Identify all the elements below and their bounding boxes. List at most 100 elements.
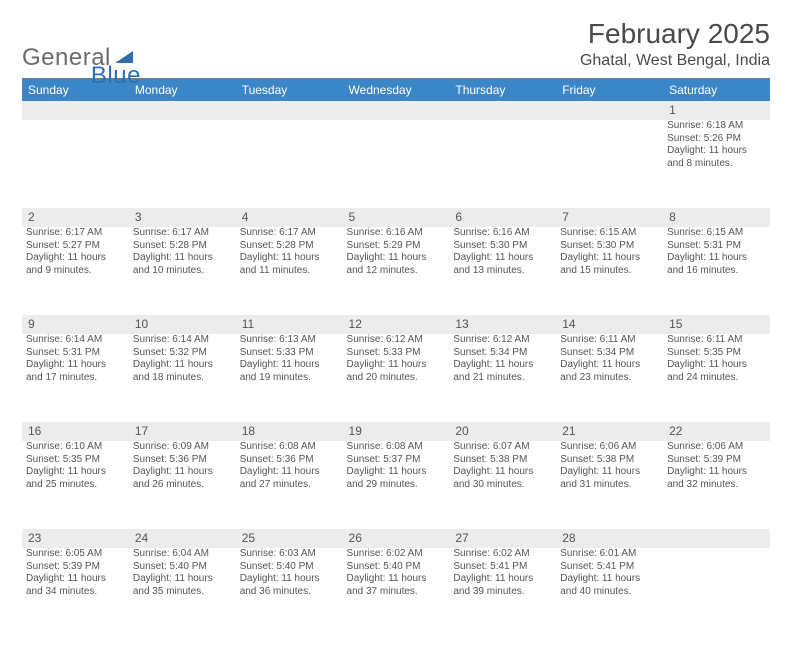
weekday-header: Friday [556, 79, 663, 101]
day-line: and 39 minutes. [453, 586, 552, 599]
day-line: Sunrise: 6:11 AM [560, 334, 659, 347]
day-line: Sunrise: 6:11 AM [667, 334, 766, 347]
day-number-cell: 28 [556, 529, 663, 548]
day-line: Daylight: 11 hours [453, 466, 552, 479]
day-content-cell: Sunrise: 6:15 AMSunset: 5:31 PMDaylight:… [663, 227, 770, 315]
day-line: Sunrise: 6:15 AM [667, 227, 766, 240]
day-line: and 29 minutes. [347, 479, 446, 492]
day-line: and 34 minutes. [26, 586, 125, 599]
day-number-cell: 6 [449, 208, 556, 227]
day-line: Daylight: 11 hours [26, 359, 125, 372]
day-number-cell: 25 [236, 529, 343, 548]
day-content-row: Sunrise: 6:10 AMSunset: 5:35 PMDaylight:… [22, 441, 770, 529]
day-line: and 27 minutes. [240, 479, 339, 492]
day-line: Sunset: 5:28 PM [240, 240, 339, 253]
day-line: and 8 minutes. [667, 158, 766, 171]
day-line: Daylight: 11 hours [240, 252, 339, 265]
day-content-cell: Sunrise: 6:12 AMSunset: 5:34 PMDaylight:… [449, 334, 556, 422]
day-number-cell [22, 101, 129, 120]
day-content-cell: Sunrise: 6:16 AMSunset: 5:29 PMDaylight:… [343, 227, 450, 315]
day-line: Daylight: 11 hours [667, 359, 766, 372]
day-number-cell: 4 [236, 208, 343, 227]
day-number-cell: 17 [129, 422, 236, 441]
day-number-row: 16171819202122 [22, 422, 770, 441]
day-line: Sunrise: 6:17 AM [240, 227, 339, 240]
day-content-cell: Sunrise: 6:05 AMSunset: 5:39 PMDaylight:… [22, 548, 129, 636]
day-line: and 40 minutes. [560, 586, 659, 599]
day-line: Sunrise: 6:08 AM [240, 441, 339, 454]
day-line: Sunset: 5:26 PM [667, 133, 766, 146]
day-line: Sunset: 5:33 PM [240, 347, 339, 360]
day-line: Daylight: 11 hours [347, 359, 446, 372]
day-line: Sunset: 5:35 PM [26, 454, 125, 467]
day-line: and 19 minutes. [240, 372, 339, 385]
day-line: and 35 minutes. [133, 586, 232, 599]
day-content-cell: Sunrise: 6:14 AMSunset: 5:32 PMDaylight:… [129, 334, 236, 422]
day-line: Sunset: 5:38 PM [560, 454, 659, 467]
day-line: and 32 minutes. [667, 479, 766, 492]
day-content-cell: Sunrise: 6:06 AMSunset: 5:39 PMDaylight:… [663, 441, 770, 529]
day-line: Daylight: 11 hours [453, 573, 552, 586]
day-line: Sunset: 5:41 PM [560, 561, 659, 574]
day-line: Daylight: 11 hours [453, 252, 552, 265]
day-line: Sunrise: 6:14 AM [133, 334, 232, 347]
day-number-cell [556, 101, 663, 120]
day-content-cell: Sunrise: 6:10 AMSunset: 5:35 PMDaylight:… [22, 441, 129, 529]
day-line: Sunset: 5:30 PM [453, 240, 552, 253]
day-line: Daylight: 11 hours [133, 359, 232, 372]
day-line: Sunset: 5:34 PM [560, 347, 659, 360]
day-content-cell [663, 548, 770, 636]
day-line: Sunset: 5:31 PM [667, 240, 766, 253]
day-content-cell: Sunrise: 6:01 AMSunset: 5:41 PMDaylight:… [556, 548, 663, 636]
day-number-row: 232425262728 [22, 529, 770, 548]
day-line: and 12 minutes. [347, 265, 446, 278]
day-line: Sunset: 5:37 PM [347, 454, 446, 467]
weekday-header: Tuesday [236, 79, 343, 101]
day-line: Sunset: 5:29 PM [347, 240, 446, 253]
day-line: and 24 minutes. [667, 372, 766, 385]
day-number-cell: 23 [22, 529, 129, 548]
day-line: Daylight: 11 hours [133, 252, 232, 265]
day-line: Sunset: 5:33 PM [347, 347, 446, 360]
day-line: Daylight: 11 hours [560, 466, 659, 479]
day-line: and 10 minutes. [133, 265, 232, 278]
day-line: Sunrise: 6:03 AM [240, 548, 339, 561]
day-content-cell: Sunrise: 6:11 AMSunset: 5:35 PMDaylight:… [663, 334, 770, 422]
day-line: and 16 minutes. [667, 265, 766, 278]
day-content-cell [129, 120, 236, 208]
day-content-cell: Sunrise: 6:16 AMSunset: 5:30 PMDaylight:… [449, 227, 556, 315]
day-line: and 31 minutes. [560, 479, 659, 492]
day-line: and 30 minutes. [453, 479, 552, 492]
day-content-cell: Sunrise: 6:17 AMSunset: 5:28 PMDaylight:… [236, 227, 343, 315]
month-title: February 2025 [580, 18, 770, 50]
day-number-cell: 26 [343, 529, 450, 548]
day-line: Sunset: 5:36 PM [133, 454, 232, 467]
day-content-cell: Sunrise: 6:06 AMSunset: 5:38 PMDaylight:… [556, 441, 663, 529]
day-line: Sunrise: 6:02 AM [347, 548, 446, 561]
day-line: Sunset: 5:34 PM [453, 347, 552, 360]
day-content-cell [236, 120, 343, 208]
day-line: Daylight: 11 hours [560, 252, 659, 265]
day-content-cell: Sunrise: 6:15 AMSunset: 5:30 PMDaylight:… [556, 227, 663, 315]
day-number-row: 9101112131415 [22, 315, 770, 334]
weekday-header: Thursday [449, 79, 556, 101]
day-line: Sunset: 5:39 PM [667, 454, 766, 467]
weekday-header: Saturday [663, 79, 770, 101]
day-line: Daylight: 11 hours [347, 466, 446, 479]
day-line: Sunrise: 6:17 AM [26, 227, 125, 240]
day-number-row: 2345678 [22, 208, 770, 227]
day-line: and 25 minutes. [26, 479, 125, 492]
logo: General Blue [22, 18, 141, 72]
day-line: and 9 minutes. [26, 265, 125, 278]
day-line: Sunset: 5:30 PM [560, 240, 659, 253]
day-line: and 20 minutes. [347, 372, 446, 385]
day-line: Sunrise: 6:09 AM [133, 441, 232, 454]
location-text: Ghatal, West Bengal, India [580, 52, 770, 70]
day-line: Sunrise: 6:16 AM [453, 227, 552, 240]
day-content-cell: Sunrise: 6:02 AMSunset: 5:40 PMDaylight:… [343, 548, 450, 636]
day-content-cell [22, 120, 129, 208]
day-line: Sunset: 5:40 PM [240, 561, 339, 574]
header-bar: General Blue February 2025 Ghatal, West … [22, 18, 770, 72]
day-content-cell: Sunrise: 6:11 AMSunset: 5:34 PMDaylight:… [556, 334, 663, 422]
day-line: Sunset: 5:41 PM [453, 561, 552, 574]
